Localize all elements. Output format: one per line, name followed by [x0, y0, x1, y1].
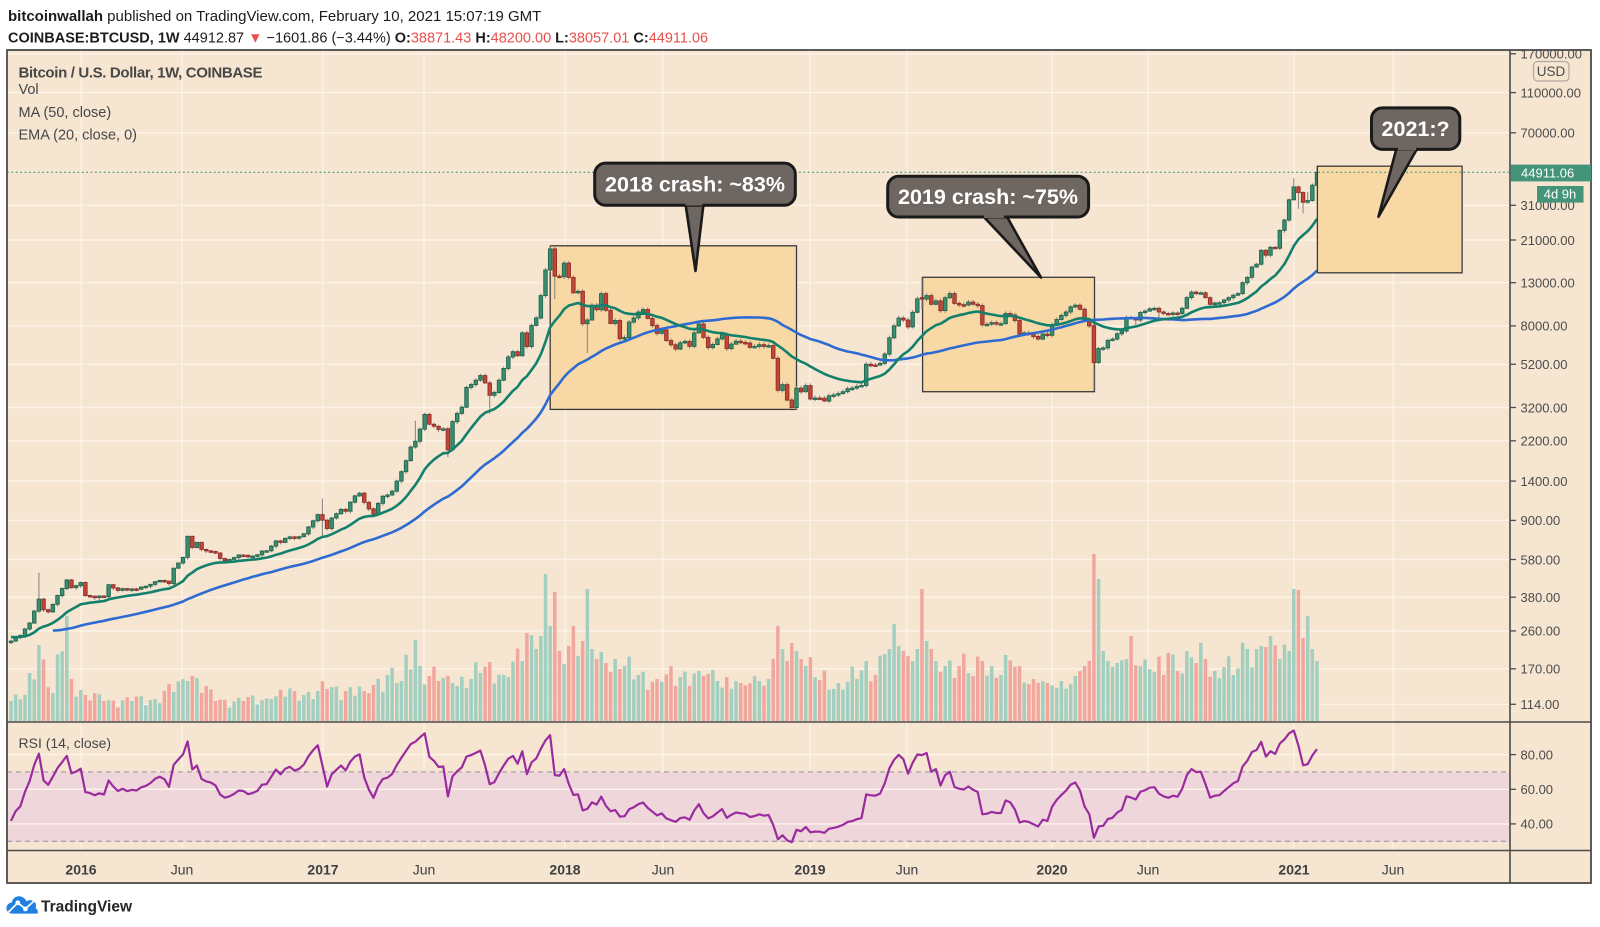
svg-text:TradingView: TradingView [41, 899, 133, 916]
svg-text:21000.00: 21000.00 [1521, 233, 1575, 248]
svg-text:Jun: Jun [1137, 862, 1160, 878]
svg-text:EMA (20, close, 0): EMA (20, close, 0) [19, 128, 137, 144]
svg-text:Bitcoin / U.S. Dollar, 1W, COI: Bitcoin / U.S. Dollar, 1W, COINBASE [19, 65, 263, 82]
svg-text:5200.00: 5200.00 [1521, 357, 1568, 372]
svg-text:2021:?: 2021:? [1382, 117, 1450, 141]
svg-text:1400.00: 1400.00 [1521, 474, 1568, 489]
svg-text:900.00: 900.00 [1521, 513, 1561, 528]
svg-text:170000.00: 170000.00 [1521, 47, 1582, 62]
svg-text:2017: 2017 [307, 862, 338, 878]
svg-text:RSI (14, close): RSI (14, close) [19, 735, 112, 751]
svg-text:44911.06: 44911.06 [1521, 165, 1574, 180]
svg-text:70000.00: 70000.00 [1521, 126, 1575, 141]
svg-text:13000.00: 13000.00 [1521, 276, 1575, 291]
svg-text:Vol: Vol [19, 82, 39, 98]
svg-text:2016: 2016 [65, 862, 96, 878]
svg-text:Jun: Jun [413, 862, 436, 878]
svg-text:170.00: 170.00 [1521, 662, 1561, 677]
svg-text:3200.00: 3200.00 [1521, 400, 1568, 415]
svg-text:114.00: 114.00 [1521, 697, 1560, 712]
svg-text:2019 crash: ~75%: 2019 crash: ~75% [898, 185, 1078, 209]
svg-text:2020: 2020 [1036, 862, 1067, 878]
svg-text:2021: 2021 [1278, 862, 1309, 878]
svg-text:2018: 2018 [549, 862, 580, 878]
svg-text:60.00: 60.00 [1521, 782, 1554, 797]
svg-text:COINBASE:BTCUSD, 1W 44912.87: COINBASE:BTCUSD, 1W 44912.87 ▼ −1601.86 … [8, 31, 708, 47]
svg-text:MA (50, close): MA (50, close) [19, 105, 112, 121]
svg-text:Jun: Jun [896, 862, 919, 878]
svg-text:4d 9h: 4d 9h [1544, 186, 1577, 201]
svg-text:80.00: 80.00 [1521, 747, 1554, 762]
svg-text:Jun: Jun [171, 862, 194, 878]
svg-text:8000.00: 8000.00 [1521, 319, 1568, 334]
svg-text:Jun: Jun [1382, 862, 1405, 878]
svg-text:Jun: Jun [652, 862, 675, 878]
svg-text:260.00: 260.00 [1521, 624, 1561, 639]
svg-text:40.00: 40.00 [1521, 817, 1554, 832]
svg-text:2019: 2019 [794, 862, 825, 878]
svg-text:380.00: 380.00 [1521, 590, 1561, 605]
svg-text:2200.00: 2200.00 [1521, 434, 1568, 449]
svg-text:bitcoinwallah published on Tra: bitcoinwallah published on TradingView.c… [8, 8, 541, 25]
svg-text:2018 crash: ~83%: 2018 crash: ~83% [605, 173, 785, 197]
svg-text:USD: USD [1537, 64, 1566, 79]
svg-text:110000.00: 110000.00 [1521, 85, 1582, 100]
svg-text:580.00: 580.00 [1521, 552, 1561, 567]
